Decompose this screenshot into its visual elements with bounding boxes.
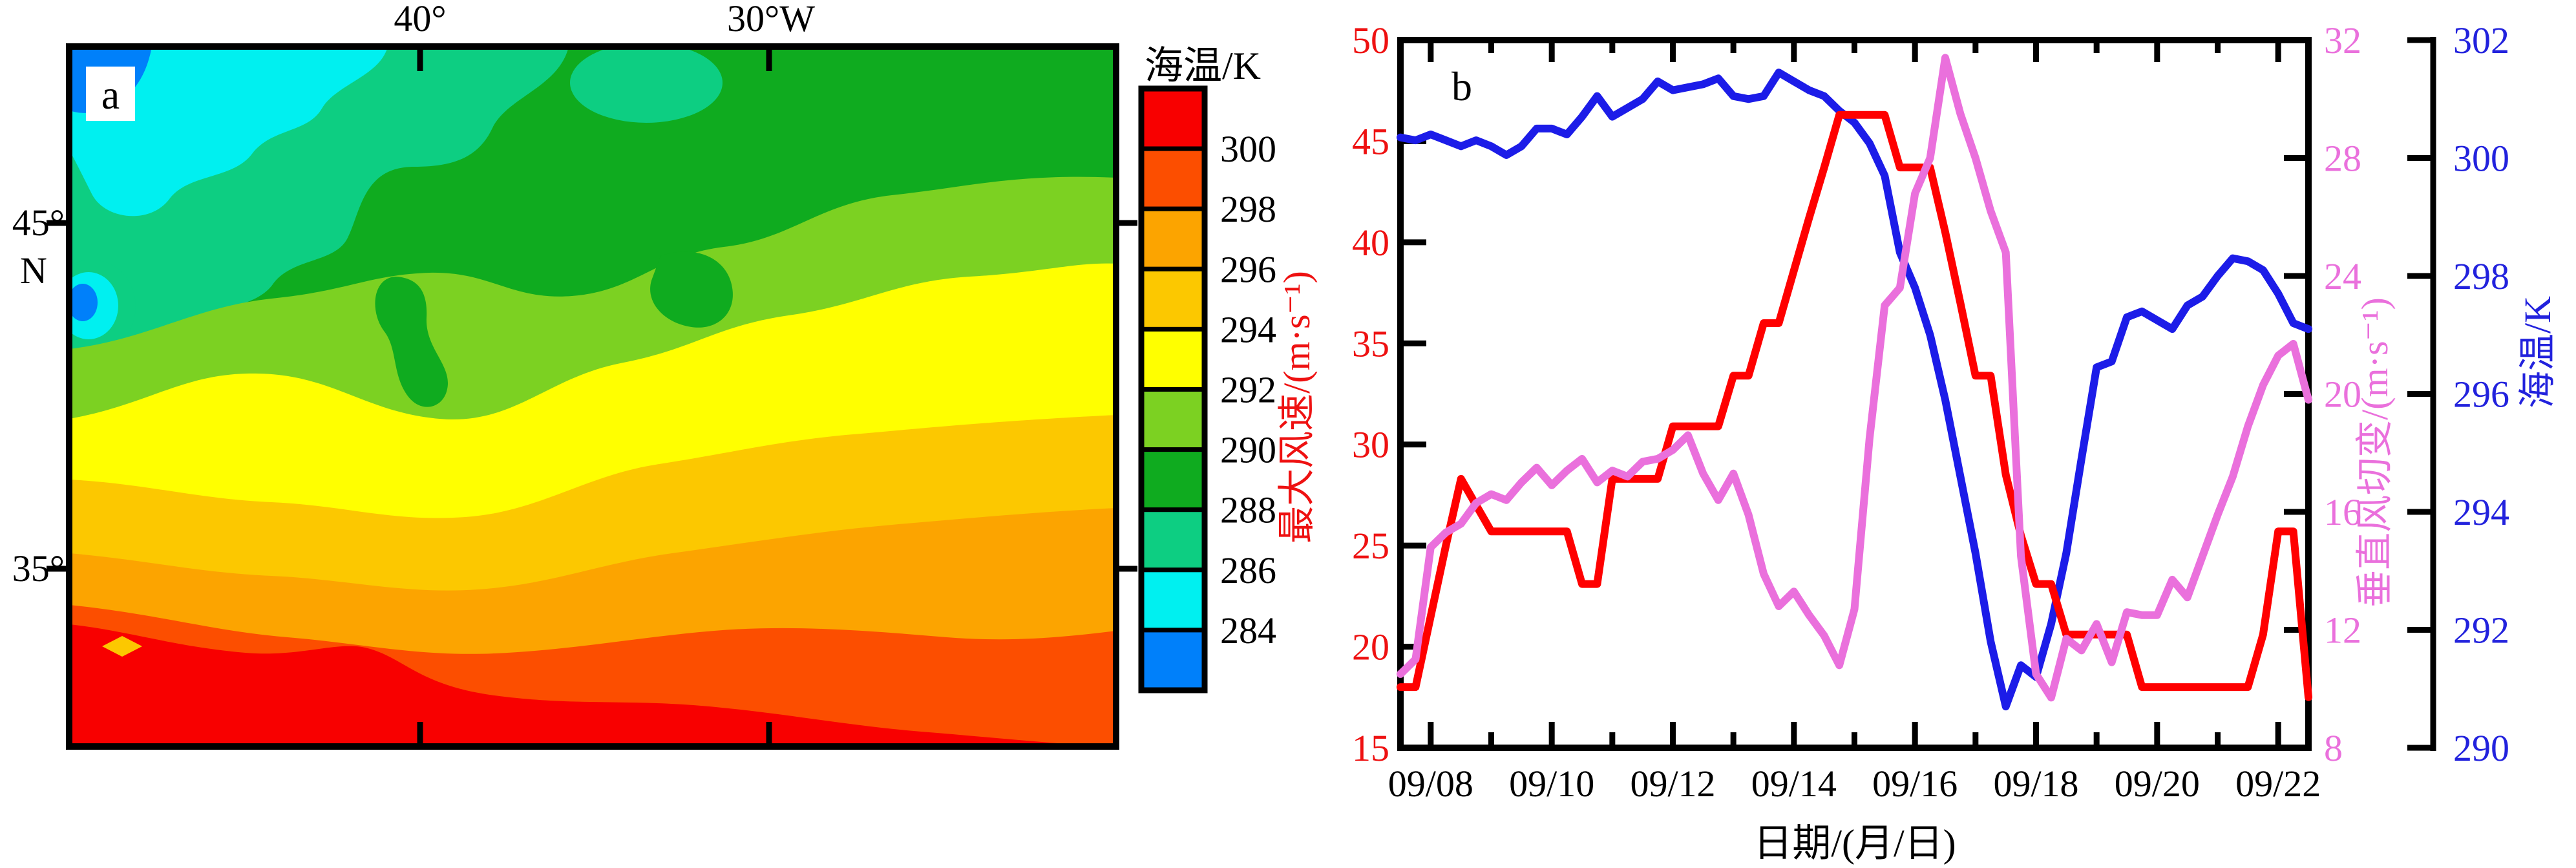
colorbar-label: 288 <box>1220 489 1276 531</box>
tick-label: 09/08 <box>1388 763 1473 805</box>
map-xtick-label-30w: 30°W <box>727 0 815 39</box>
tick-label: 09/20 <box>2115 763 2200 805</box>
colorbar-label: 290 <box>1220 429 1276 471</box>
colorbar-swatch <box>1139 567 1207 633</box>
colorbar-swatch <box>1139 86 1207 151</box>
tick-label: 50 <box>1352 19 1389 61</box>
colorbar: 海温/K 300 298 296 294 292 290 288 286 284 <box>1138 45 1276 693</box>
colorbar-label: 292 <box>1220 369 1276 411</box>
colorbar-label: 296 <box>1220 248 1276 290</box>
map-xtick-label-40: 40° <box>394 0 446 39</box>
tick-label: 302 <box>2453 19 2509 61</box>
colorbar-frame <box>1138 85 1208 693</box>
plot-tick-labels: 15 20 25 30 35 40 45 50 8 12 16 20 24 28 32 290 292 294 29… <box>1352 19 2509 805</box>
tick-label: 25 <box>1352 525 1389 567</box>
wind-axis-label: 最大风速/(m·s⁻¹) <box>1276 271 1318 544</box>
tick-label: 20 <box>2324 374 2361 416</box>
tick-label: 296 <box>2453 374 2509 416</box>
panel-b-label: b <box>1452 63 1472 109</box>
tick-label: 8 <box>2324 727 2343 769</box>
panel-a-label: a <box>101 72 120 118</box>
tick-label: 300 <box>2453 138 2509 180</box>
colorbar-swatch <box>1139 387 1207 452</box>
colorbar-label: 284 <box>1220 609 1276 651</box>
colorbar-label: 300 <box>1220 128 1276 170</box>
tick-label: 24 <box>2324 255 2361 297</box>
colorbar-swatch <box>1139 326 1207 392</box>
tick-label: 15 <box>1352 727 1389 769</box>
colorbar-swatch <box>1139 447 1207 513</box>
colorbar-swatch <box>1139 628 1207 693</box>
tick-label: 35 <box>1352 323 1389 365</box>
sst-axis-label: 海温/K <box>2517 296 2559 408</box>
timeseries-panel: 15 20 25 30 35 40 45 50 8 12 16 20 24 28 32 290 292 294 29… <box>1276 19 2559 865</box>
colorbar-title: 海温/K <box>1145 45 1261 87</box>
shear-axis-label: 垂直风切变/(m·s⁻¹) <box>2354 297 2396 608</box>
map-ytick-label-45: 45° <box>12 202 65 244</box>
tick-label: 09/12 <box>1630 763 1715 805</box>
map-band-red <box>72 624 1058 743</box>
map-frame <box>66 43 1119 750</box>
panel-a-label-box <box>86 67 135 121</box>
map-green-tongue <box>650 251 733 328</box>
sst-line <box>1397 69 2312 711</box>
colorbar-swatch <box>1139 146 1207 211</box>
tick-label: 20 <box>1352 626 1389 668</box>
map-seagreen-patch <box>570 50 723 123</box>
plot-frame <box>1397 37 2312 751</box>
tick-label: 45 <box>1352 120 1389 162</box>
colorbar-label: 294 <box>1220 308 1276 350</box>
plot-ticks <box>1400 37 2433 751</box>
colorbar-swatches <box>1138 85 1208 693</box>
colorbar-swatch <box>1139 266 1207 332</box>
colorbar-label: 286 <box>1220 549 1276 591</box>
map-green-tongue <box>375 277 449 407</box>
tick-label: 09/18 <box>1993 763 2078 805</box>
map-ytick-label-35: 35° <box>12 547 65 589</box>
x-axis-label: 日期/(月/日) <box>1753 822 1956 865</box>
map-ytick-label-n: N <box>20 249 47 291</box>
tick-label: 30 <box>1352 424 1389 466</box>
sst-map <box>72 50 1113 743</box>
tick-label: 16 <box>2324 491 2361 533</box>
max-wind-line <box>1397 111 2312 701</box>
map-amber-diamond <box>102 636 142 657</box>
wind-shear-line <box>1397 54 2312 702</box>
tick-label: 12 <box>2324 609 2361 651</box>
tick-label: 290 <box>2453 727 2509 769</box>
tick-label: 09/16 <box>1872 763 1958 805</box>
tick-label: 28 <box>2324 138 2361 180</box>
tick-label: 294 <box>2453 491 2509 533</box>
tick-label: 292 <box>2453 609 2509 651</box>
colorbar-labels: 300 298 296 294 292 290 288 286 284 <box>1220 128 1276 651</box>
colorbar-swatch <box>1139 206 1207 271</box>
tick-label: 09/22 <box>2235 763 2321 805</box>
colorbar-swatch <box>1139 507 1207 573</box>
plot-series <box>1397 54 2312 711</box>
tick-label: 40 <box>1352 222 1389 264</box>
map-band-cyan <box>72 50 387 217</box>
tick-label: 09/10 <box>1509 763 1594 805</box>
map-blue-spot <box>72 284 98 321</box>
colorbar-label: 298 <box>1220 188 1276 230</box>
tick-label: 09/14 <box>1751 763 1837 805</box>
tick-label: 298 <box>2453 255 2509 297</box>
tick-label: 32 <box>2324 19 2361 61</box>
